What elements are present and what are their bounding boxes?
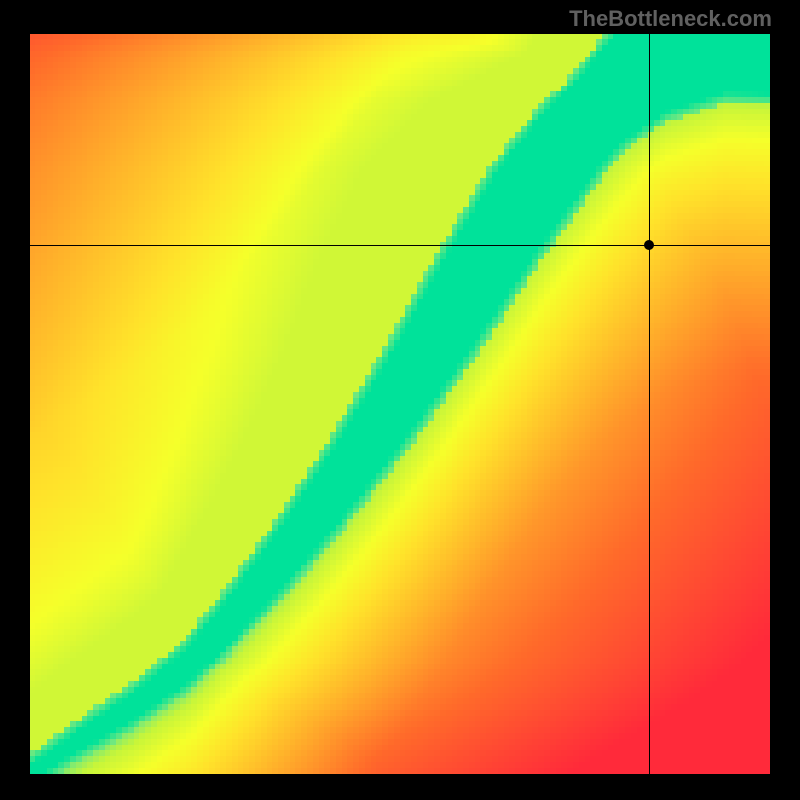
heatmap-canvas (30, 34, 770, 774)
crosshair-vertical (649, 30, 650, 800)
chart-container: TheBottleneck.com (0, 0, 800, 800)
watermark-text: TheBottleneck.com (569, 6, 772, 32)
crosshair-marker-dot (644, 240, 654, 250)
crosshair-horizontal (0, 245, 800, 246)
plot-area (30, 34, 770, 774)
